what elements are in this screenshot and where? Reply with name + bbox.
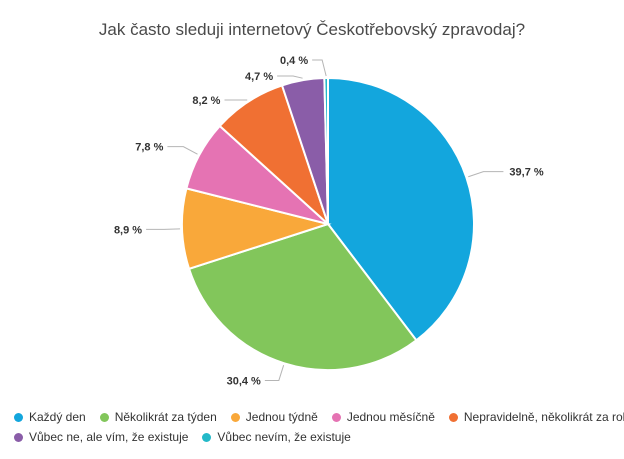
legend-row: Vůbec ne, ale vím, že existuje Vůbec neví… [14, 427, 614, 447]
legend-item[interactable]: Několikrát za týden [99, 410, 217, 424]
data-label: 0,4 % [280, 55, 308, 67]
legend-label: Každý den [29, 410, 86, 424]
pie-slice [327, 76, 475, 342]
data-label: 30,4 % [227, 375, 261, 387]
legend-item[interactable]: Každý den [14, 410, 86, 424]
legend: Každý den Několikrát za týden Jednou týdně… [14, 407, 624, 447]
legend-label: Jednou týdně [245, 410, 318, 424]
legend-color-dot [14, 432, 23, 442]
legend-item[interactable]: Vůbec ne, ale vím, že existuje [14, 430, 188, 444]
label-leader-line [146, 228, 181, 230]
legend-color-dot [99, 412, 109, 422]
legend-label: Vůbec ne, ale vím, že existuje [29, 430, 189, 444]
label-leader-line [264, 365, 285, 381]
data-label: 39,7 % [509, 167, 543, 179]
pie-chart: 39,7 % 30,4 % 8,9 % 7,8 % 8,2 % 4,7 % 0,4 % [114, 55, 544, 387]
legend-color-dot [331, 412, 341, 422]
legend-item[interactable]: Nepravidelně, několikrát za rok [448, 410, 624, 424]
chart-title: Jak často sleduji internetový Českotřebo… [98, 20, 526, 39]
legend-label: Vůbec nevím, že existuje [217, 430, 351, 444]
data-label: 8,2 % [192, 95, 220, 107]
legend-color-dot [14, 412, 23, 422]
label-leader-line [277, 75, 303, 79]
legend-item[interactable]: Jednou měsíčně [331, 410, 435, 424]
legend-row: Každý den Několikrát za týden Jednou týdně… [14, 407, 624, 427]
label-leader-line [468, 171, 504, 178]
data-label: 8,9 % [114, 224, 142, 236]
pie-slice [181, 187, 332, 271]
pie-slice [323, 76, 329, 225]
label-leader-line [167, 146, 198, 155]
legend-color-dot [448, 412, 458, 422]
legend-color-dot [202, 432, 212, 442]
data-label: 4,7 % [245, 71, 273, 83]
legend-item[interactable]: Jednou týdně [230, 410, 318, 424]
legend-item[interactable]: Vůbec nevím, že existuje [202, 430, 351, 444]
legend-label: Několikrát za týden [114, 410, 217, 424]
legend-color-dot [230, 412, 240, 422]
label-leader-line [312, 59, 327, 77]
legend-label: Nepravidelně, několikrát za rok [463, 410, 624, 424]
pie-slice [187, 222, 418, 371]
data-label: 7,8 % [135, 142, 163, 154]
legend-label: Jednou měsíčně [346, 410, 435, 424]
